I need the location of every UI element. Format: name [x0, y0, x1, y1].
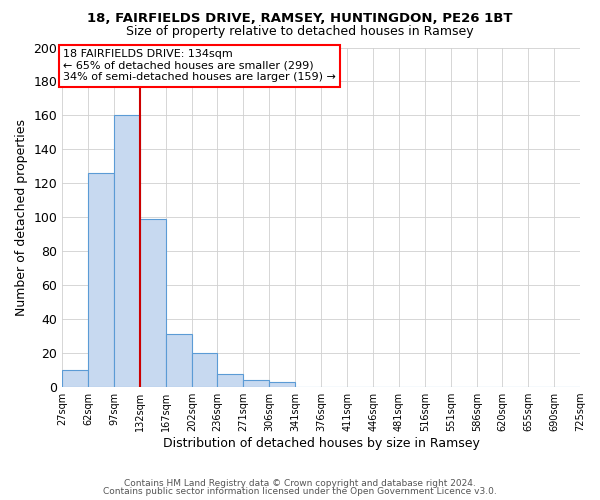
- Bar: [269, 382, 295, 387]
- Bar: [140, 219, 166, 387]
- Text: 18, FAIRFIELDS DRIVE, RAMSEY, HUNTINGDON, PE26 1BT: 18, FAIRFIELDS DRIVE, RAMSEY, HUNTINGDON…: [87, 12, 513, 26]
- Text: Contains HM Land Registry data © Crown copyright and database right 2024.: Contains HM Land Registry data © Crown c…: [124, 478, 476, 488]
- Bar: [166, 334, 192, 387]
- Text: 18 FAIRFIELDS DRIVE: 134sqm
← 65% of detached houses are smaller (299)
34% of se: 18 FAIRFIELDS DRIVE: 134sqm ← 65% of det…: [63, 49, 336, 82]
- Text: Size of property relative to detached houses in Ramsey: Size of property relative to detached ho…: [126, 25, 474, 38]
- Bar: [88, 173, 114, 387]
- Y-axis label: Number of detached properties: Number of detached properties: [15, 119, 28, 316]
- Bar: [114, 116, 140, 387]
- Bar: [62, 370, 88, 387]
- Bar: [192, 353, 217, 387]
- Bar: [217, 374, 243, 387]
- Bar: [243, 380, 269, 387]
- X-axis label: Distribution of detached houses by size in Ramsey: Distribution of detached houses by size …: [163, 437, 479, 450]
- Text: Contains public sector information licensed under the Open Government Licence v3: Contains public sector information licen…: [103, 487, 497, 496]
